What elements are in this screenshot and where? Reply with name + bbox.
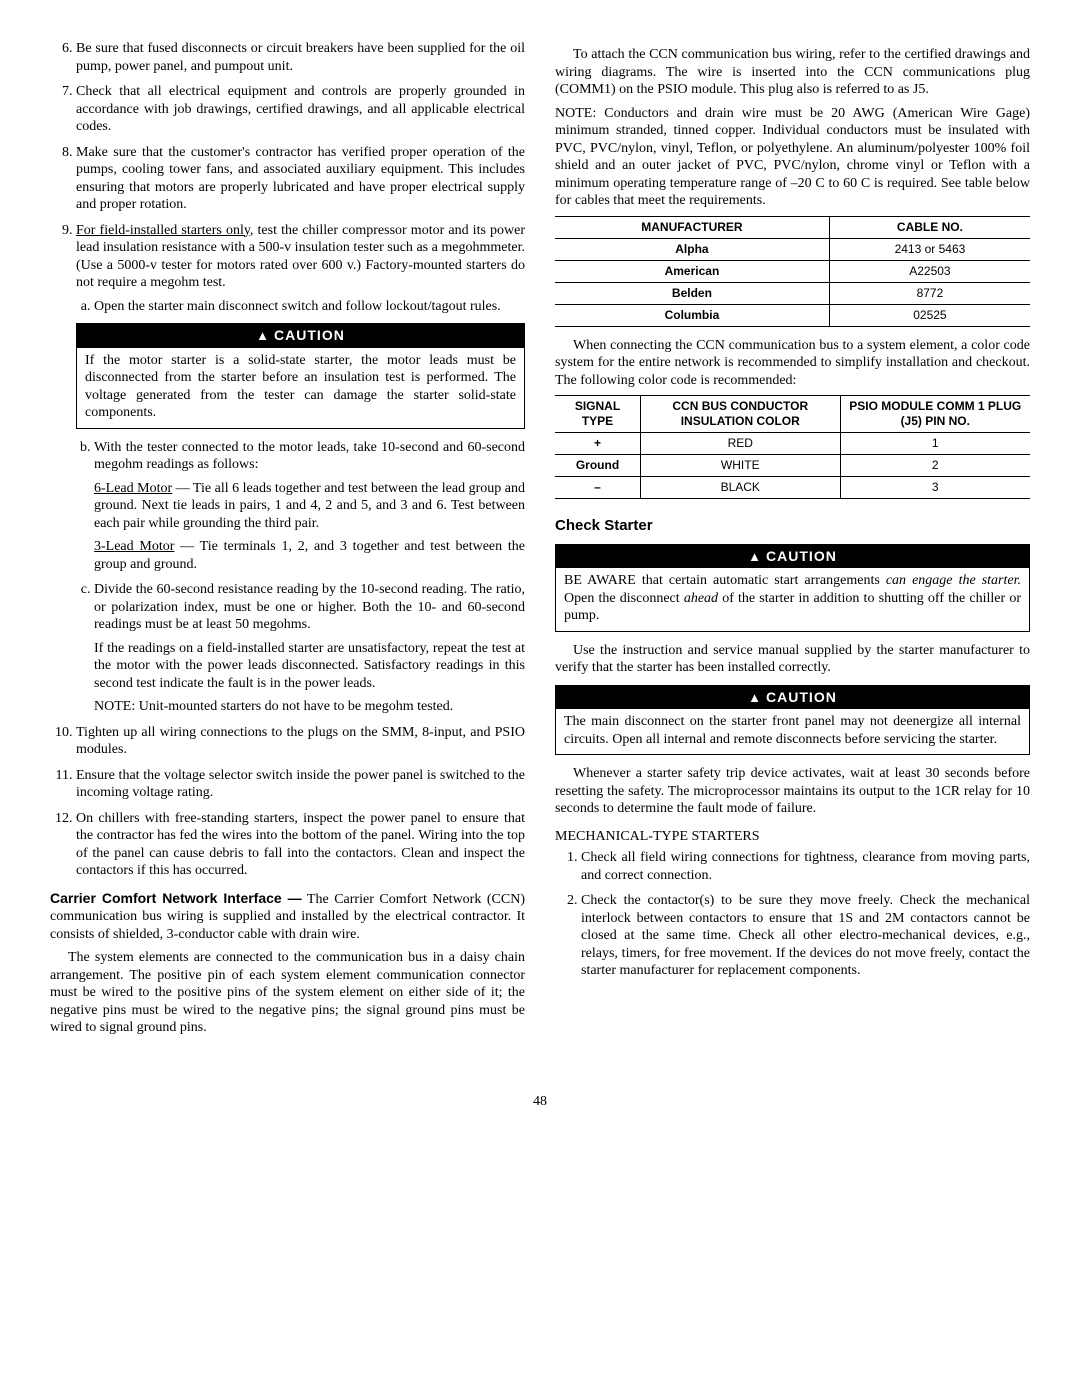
table-row: GroundWHITE2 <box>555 455 1030 477</box>
table-row: Alpha2413 or 5463 <box>555 238 1030 260</box>
ccn-p2: The system elements are connected to the… <box>50 949 525 1037</box>
left-column: Be sure that fused disconnects or circui… <box>50 40 525 1043</box>
cable-cell: Columbia <box>555 304 829 326</box>
cable-table: MANUFACTURER CABLE NO. Alpha2413 or 5463… <box>555 216 1030 327</box>
ccn-section: Carrier Comfort Network Interface — The … <box>50 890 525 944</box>
cable-table-h2: CABLE NO. <box>829 216 1030 238</box>
sub-item-9b-text: With the tester connected to the motor l… <box>94 440 525 473</box>
table-row: +RED1 <box>555 433 1030 455</box>
right-p5: Whenever a starter safety trip device ac… <box>555 765 1030 818</box>
caution2-a: BE AWARE that certain automatic start ar… <box>564 573 886 588</box>
caution-box-2: ▲ CAUTION BE AWARE that certain automatic… <box>555 544 1030 632</box>
sub-item-9a: Open the starter main disconnect switch … <box>94 298 525 316</box>
sub-item-9c-text: Divide the 60-second resistance reading … <box>94 582 525 632</box>
cable-cell: 8772 <box>829 282 1030 304</box>
color-cell: RED <box>641 433 841 455</box>
color-h2: CCN BUS CONDUCTOR INSULATION COLOR <box>641 396 841 433</box>
list-item-10: Tighten up all wiring connections to the… <box>76 724 525 759</box>
sub-item-9c-p2: If the readings on a field-installed sta… <box>94 640 525 693</box>
cable-table-h1: MANUFACTURER <box>555 216 829 238</box>
check-starter-heading: Check Starter <box>555 517 1030 536</box>
caution2-c: Open the disconnect <box>564 591 684 606</box>
caution-label: CAUTION <box>274 327 345 343</box>
caution2-b: can engage the starter. <box>886 573 1021 588</box>
right-column: To attach the CCN communication bus wiri… <box>555 40 1030 1043</box>
caution-header: ▲ CAUTION <box>556 545 1029 569</box>
color-cell: + <box>555 433 641 455</box>
cable-cell: 2413 or 5463 <box>829 238 1030 260</box>
list-item-8: Make sure that the customer's contractor… <box>76 144 525 214</box>
cable-cell: 02525 <box>829 304 1030 326</box>
caution-header: ▲ CAUTION <box>77 324 524 348</box>
color-cell: 3 <box>840 477 1030 499</box>
color-cell: Ground <box>555 455 641 477</box>
sub-item-9c: Divide the 60-second resistance reading … <box>94 581 525 716</box>
table-row: AmericanA22503 <box>555 260 1030 282</box>
color-cell: 2 <box>840 455 1030 477</box>
mech-item-2: Check the contactor(s) to be sure they m… <box>581 892 1030 980</box>
three-lead-para: 3-Lead Motor — Tie terminals 1, 2, and 3… <box>94 538 525 573</box>
color-code-table: SIGNAL TYPE CCN BUS CONDUCTOR INSULATION… <box>555 395 1030 499</box>
color-h3: PSIO MODULE COMM 1 PLUG (J5) PIN NO. <box>840 396 1030 433</box>
cable-cell: Alpha <box>555 238 829 260</box>
three-lead-underline: 3-Lead Motor <box>94 539 174 554</box>
list-item-6: Be sure that fused disconnects or circui… <box>76 40 525 75</box>
six-lead-underline: 6-Lead Motor <box>94 481 172 496</box>
color-h1: SIGNAL TYPE <box>555 396 641 433</box>
warning-icon: ▲ <box>748 690 762 705</box>
caution-box-3: ▲ CAUTION The main disconnect on the star… <box>555 685 1030 756</box>
sub-list-9: Open the starter main disconnect switch … <box>76 298 525 316</box>
table-row: Columbia02525 <box>555 304 1030 326</box>
cable-cell: A22503 <box>829 260 1030 282</box>
caution-body-3: The main disconnect on the starter front… <box>556 709 1029 754</box>
cable-cell: American <box>555 260 829 282</box>
color-cell: 1 <box>840 433 1030 455</box>
sub-list-9-cont: With the tester connected to the motor l… <box>76 439 525 716</box>
caution-box-1: ▲ CAUTION If the motor starter is a solid… <box>76 323 525 429</box>
caution-label: CAUTION <box>766 689 837 705</box>
warning-icon: ▲ <box>256 328 270 343</box>
list-item-9: For field-installed starters only, test … <box>76 222 525 716</box>
six-lead-para: 6-Lead Motor — Tie all 6 leads together … <box>94 480 525 533</box>
right-p2: NOTE: Conductors and drain wire must be … <box>555 105 1030 210</box>
table-row: Belden8772 <box>555 282 1030 304</box>
right-p4: Use the instruction and service manual s… <box>555 642 1030 677</box>
mechanical-list: Check all field wiring connections for t… <box>555 849 1030 980</box>
right-p3: When connecting the CCN communication bu… <box>555 337 1030 390</box>
caution-label: CAUTION <box>766 548 837 564</box>
numbered-list: Be sure that fused disconnects or circui… <box>50 40 525 880</box>
warning-icon: ▲ <box>748 549 762 564</box>
list-item-11: Ensure that the voltage selector switch … <box>76 767 525 802</box>
color-cell: BLACK <box>641 477 841 499</box>
page-number: 48 <box>50 1093 1030 1111</box>
right-p1: To attach the CCN communication bus wiri… <box>555 46 1030 99</box>
mechanical-heading: MECHANICAL-TYPE STARTERS <box>555 828 1030 846</box>
table-row: MANUFACTURER CABLE NO. <box>555 216 1030 238</box>
caution-body-1: If the motor starter is a solid-state st… <box>77 348 524 428</box>
sub-item-9b: With the tester connected to the motor l… <box>94 439 525 574</box>
caution2-d: ahead <box>684 591 718 606</box>
table-row: –BLACK3 <box>555 477 1030 499</box>
mech-item-1: Check all field wiring connections for t… <box>581 849 1030 884</box>
table-row: SIGNAL TYPE CCN BUS CONDUCTOR INSULATION… <box>555 396 1030 433</box>
cable-cell: Belden <box>555 282 829 304</box>
sub-item-9c-note: NOTE: Unit-mounted starters do not have … <box>94 698 525 716</box>
caution-body-2: BE AWARE that certain automatic start ar… <box>556 568 1029 631</box>
color-cell: WHITE <box>641 455 841 477</box>
ccn-lead-bold: Carrier Comfort Network Interface — <box>50 890 302 906</box>
two-column-layout: Be sure that fused disconnects or circui… <box>50 40 1030 1043</box>
caution-header: ▲ CAUTION <box>556 686 1029 710</box>
list-item-7: Check that all electrical equipment and … <box>76 83 525 136</box>
list-item-12: On chillers with free-standing starters,… <box>76 810 525 880</box>
field-installed-underline: For field-installed starters only, <box>76 223 253 238</box>
color-cell: – <box>555 477 641 499</box>
